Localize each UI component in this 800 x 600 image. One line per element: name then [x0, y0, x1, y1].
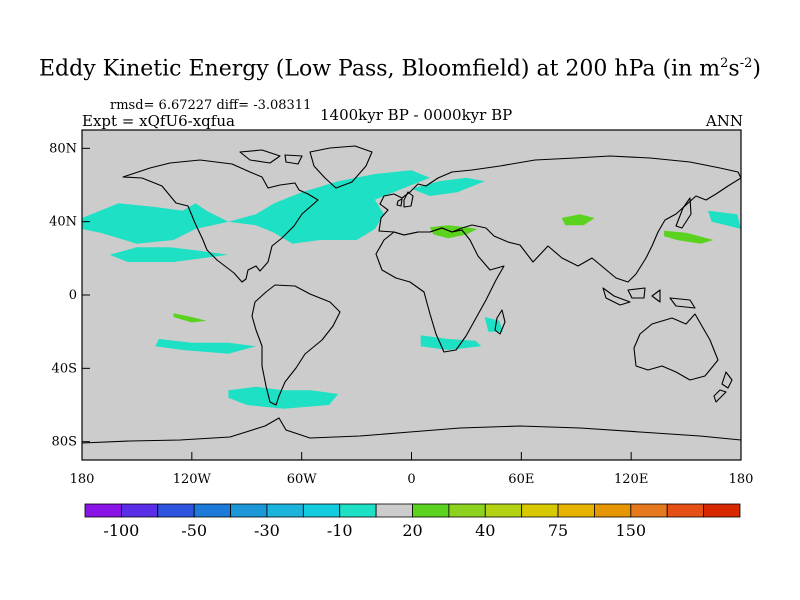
colorbar-box — [302, 503, 341, 518]
colorbar-box — [412, 503, 450, 518]
region-subtropical-pacific-negative — [109, 247, 229, 262]
colorbar-label: -30 — [254, 521, 280, 540]
region-central-asia-positive — [561, 214, 595, 226]
y-tick-label: 80S — [52, 435, 77, 450]
coast-british-isles — [396, 191, 414, 208]
coast-south-america — [251, 284, 341, 406]
season-label: ANN — [705, 112, 743, 130]
colorbar-box — [339, 503, 377, 518]
region-north-america-atlantic-negative — [228, 170, 430, 244]
colorbar-label: 75 — [548, 521, 568, 540]
coast-antarctica — [82, 417, 741, 444]
colorbar-box — [484, 503, 523, 518]
x-tick-label: 180 — [729, 472, 754, 487]
coast-indonesia — [602, 287, 696, 309]
region-europe-negative — [411, 177, 485, 196]
y-tick-label: 40S — [52, 361, 77, 376]
y-tick-label: 80N — [49, 141, 77, 156]
colorbar-box — [521, 503, 559, 518]
colorbar-box — [266, 503, 304, 518]
colorbar-label: -10 — [327, 521, 353, 540]
region-east-asia-positive — [664, 230, 714, 244]
colorbar: -100 -50 -30 -10 20 40 75 150 — [84, 503, 741, 540]
experiment-label: Expt = xQfU6-xqfua — [82, 112, 235, 130]
colorbar-box — [703, 503, 741, 518]
colorbar-box — [193, 503, 231, 518]
coast-north-america — [122, 159, 319, 283]
colorbar-box — [84, 503, 122, 518]
colorbar-label: 40 — [475, 521, 495, 540]
region-tropical-pacific-positive — [173, 313, 207, 323]
coast-madagascar — [494, 309, 506, 335]
x-tick-label: 180 — [70, 472, 95, 487]
colorbar-label: -100 — [103, 521, 139, 540]
chart-title: Eddy Kinetic Energy (Low Pass, Bloomfiel… — [39, 56, 761, 82]
region-south-atlantic-negative — [420, 335, 482, 350]
colorbar-label: 150 — [616, 521, 647, 540]
region-north-pacific-negative — [82, 203, 229, 244]
colorbar-box — [120, 503, 159, 518]
colorbar-box — [557, 503, 595, 518]
x-tick-label: 60W — [287, 472, 318, 487]
coast-arctic-islands — [239, 149, 303, 165]
colorbar-box — [594, 503, 632, 518]
y-tick-label: 0 — [69, 288, 77, 303]
colorbar-label: 20 — [402, 521, 422, 540]
x-tick-label: 60E — [508, 472, 534, 487]
coast-eurasia — [378, 155, 741, 283]
colorbar-label: -50 — [181, 521, 207, 540]
x-tick-label: 120W — [173, 472, 212, 487]
coast-greenland — [309, 145, 373, 189]
colorbar-box — [630, 503, 668, 518]
x-tick-label: 0 — [407, 472, 415, 487]
coast-japan — [675, 197, 692, 229]
colorbar-box — [157, 503, 195, 518]
axis-ticks: 180 120W 60W 0 60E 120E 180 80N 40N 0 40S 80S — [49, 141, 753, 487]
coastlines — [82, 145, 741, 444]
coast-africa — [375, 227, 505, 353]
region-southern-ocean-negative — [228, 386, 339, 409]
y-tick-label: 40N — [49, 215, 77, 230]
region-madagascar-negative — [484, 317, 503, 332]
anomaly-regions — [82, 170, 741, 409]
region-south-pacific-negative — [155, 339, 256, 354]
colorbar-box — [375, 503, 413, 518]
region-west-pacific-negative — [708, 210, 741, 229]
colorbar-box — [230, 503, 268, 518]
colorbar-box — [666, 503, 705, 518]
coast-australia — [633, 313, 719, 381]
colorbar-box — [448, 503, 486, 518]
x-tick-label: 120E — [614, 472, 648, 487]
period-label: 1400kyr BP - 0000kyr BP — [320, 106, 513, 124]
stats-text: rmsd= 6.67227 diff= -3.08311 — [110, 98, 312, 113]
coast-new-zealand — [713, 371, 733, 403]
